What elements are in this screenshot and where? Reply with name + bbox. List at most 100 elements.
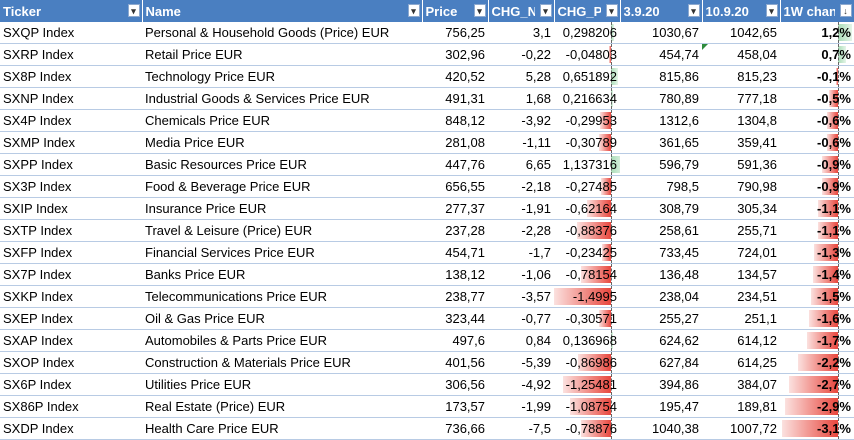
cell-chg-n[interactable]: -3,92 — [488, 109, 554, 132]
header-date-1[interactable]: 3.9.20 ▾ — [620, 0, 703, 22]
cell-chg-p[interactable]: 0,216634 — [554, 87, 620, 110]
cell-ticker[interactable]: SXOP Index — [0, 351, 142, 374]
cell-chg-n[interactable]: -1,06 — [488, 263, 554, 286]
cell-chg-p[interactable]: -0,30789 — [554, 131, 620, 154]
cell-name[interactable]: Utilities Price EUR — [142, 373, 422, 396]
cell-chg-p[interactable]: 0,298206 — [554, 22, 620, 44]
cell-ticker[interactable]: SX6P Index — [0, 373, 142, 396]
cell-1w-change[interactable]: -0,5% — [780, 87, 854, 110]
cell-date-1[interactable]: 454,74 — [620, 43, 702, 66]
cell-date-1[interactable]: 195,47 — [620, 395, 702, 418]
header-ticker[interactable]: Ticker ▾ — [0, 0, 143, 22]
sort-descending-icon[interactable]: ↓ — [839, 4, 852, 17]
cell-price[interactable]: 323,44 — [422, 307, 488, 330]
cell-price[interactable]: 401,56 — [422, 351, 488, 374]
cell-1w-change[interactable]: -3,1% — [780, 417, 854, 440]
cell-date-1[interactable]: 780,89 — [620, 87, 702, 110]
header-chg-n[interactable]: CHG_N ▾ — [488, 0, 555, 22]
cell-date-2[interactable]: 305,34 — [702, 197, 780, 220]
cell-chg-n[interactable]: -2,28 — [488, 219, 554, 242]
cell-date-2[interactable]: 234,51 — [702, 285, 780, 308]
cell-chg-n[interactable]: -4,92 — [488, 373, 554, 396]
cell-chg-n[interactable]: -1,91 — [488, 197, 554, 220]
header-1w-change[interactable]: 1W chan ↓ — [780, 0, 854, 22]
cell-chg-p[interactable]: -0,29953 — [554, 109, 620, 132]
cell-date-2[interactable]: 458,04 — [702, 43, 780, 66]
cell-chg-n[interactable]: 6,65 — [488, 153, 554, 176]
cell-chg-p[interactable]: -1,25481 — [554, 373, 620, 396]
cell-chg-n[interactable]: -0,77 — [488, 307, 554, 330]
cell-ticker[interactable]: SXMP Index — [0, 131, 142, 154]
cell-1w-change[interactable]: -0,1% — [780, 65, 854, 88]
cell-name[interactable]: Real Estate (Price) EUR — [142, 395, 422, 418]
cell-chg-p[interactable]: 0,651892 — [554, 65, 620, 88]
cell-name[interactable]: Basic Resources Price EUR — [142, 153, 422, 176]
cell-date-2[interactable]: 614,12 — [702, 329, 780, 352]
cell-chg-p[interactable]: -0,30571 — [554, 307, 620, 330]
cell-date-1[interactable]: 1030,67 — [620, 22, 702, 44]
cell-1w-change[interactable]: -2,7% — [780, 373, 854, 396]
cell-price[interactable]: 420,52 — [422, 65, 488, 88]
cell-chg-n[interactable]: 1,68 — [488, 87, 554, 110]
cell-name[interactable]: Telecommunications Price EUR — [142, 285, 422, 308]
cell-price[interactable]: 302,96 — [422, 43, 488, 66]
cell-1w-change[interactable]: 1,2% — [780, 22, 854, 44]
cell-date-1[interactable]: 1040,38 — [620, 417, 702, 440]
header-name[interactable]: Name ▾ — [142, 0, 423, 22]
cell-date-2[interactable]: 1007,72 — [702, 417, 780, 440]
cell-date-1[interactable]: 361,65 — [620, 131, 702, 154]
cell-chg-n[interactable]: 0,84 — [488, 329, 554, 352]
cell-date-2[interactable]: 1042,65 — [702, 22, 780, 44]
cell-price[interactable]: 306,56 — [422, 373, 488, 396]
header-price[interactable]: Price ▾ — [422, 0, 489, 22]
cell-name[interactable]: Oil & Gas Price EUR — [142, 307, 422, 330]
cell-ticker[interactable]: SXQP Index — [0, 22, 142, 44]
cell-ticker[interactable]: SX86P Index — [0, 395, 142, 418]
cell-ticker[interactable]: SXTP Index — [0, 219, 142, 242]
cell-chg-n[interactable]: -0,22 — [488, 43, 554, 66]
cell-1w-change[interactable]: -0,9% — [780, 175, 854, 198]
cell-name[interactable]: Media Price EUR — [142, 131, 422, 154]
cell-date-2[interactable]: 359,41 — [702, 131, 780, 154]
cell-chg-n[interactable]: -3,57 — [488, 285, 554, 308]
cell-chg-n[interactable]: -1,11 — [488, 131, 554, 154]
cell-chg-n[interactable]: -7,5 — [488, 417, 554, 440]
header-chg-p[interactable]: CHG_P ▾ — [554, 0, 621, 22]
cell-name[interactable]: Retail Price EUR — [142, 43, 422, 66]
cell-date-2[interactable]: 790,98 — [702, 175, 780, 198]
cell-price[interactable]: 281,08 — [422, 131, 488, 154]
cell-chg-n[interactable]: 3,1 — [488, 22, 554, 44]
cell-date-2[interactable]: 815,23 — [702, 65, 780, 88]
cell-price[interactable]: 138,12 — [422, 263, 488, 286]
cell-name[interactable]: Construction & Materials Price EUR — [142, 351, 422, 374]
cell-chg-p[interactable]: 1,137316 — [554, 153, 620, 176]
cell-1w-change[interactable]: 0,7% — [780, 43, 854, 66]
cell-1w-change[interactable]: -1,3% — [780, 241, 854, 264]
cell-price[interactable]: 848,12 — [422, 109, 488, 132]
cell-date-2[interactable]: 189,81 — [702, 395, 780, 418]
cell-date-1[interactable]: 238,04 — [620, 285, 702, 308]
cell-chg-p[interactable]: -0,27485 — [554, 175, 620, 198]
cell-1w-change[interactable]: -1,1% — [780, 197, 854, 220]
cell-price[interactable]: 656,55 — [422, 175, 488, 198]
cell-1w-change[interactable]: -1,4% — [780, 263, 854, 286]
cell-date-1[interactable]: 596,79 — [620, 153, 702, 176]
cell-chg-p[interactable]: -0,04803 — [554, 43, 620, 66]
cell-price[interactable]: 238,77 — [422, 285, 488, 308]
cell-name[interactable]: Automobiles & Parts Price EUR — [142, 329, 422, 352]
filter-dropdown-icon[interactable]: ▾ — [687, 4, 700, 17]
cell-date-2[interactable]: 1304,8 — [702, 109, 780, 132]
cell-name[interactable]: Travel & Leisure (Price) EUR — [142, 219, 422, 242]
filter-dropdown-icon[interactable]: ▾ — [407, 4, 420, 17]
cell-date-1[interactable]: 798,5 — [620, 175, 702, 198]
cell-date-2[interactable]: 724,01 — [702, 241, 780, 264]
cell-price[interactable]: 454,71 — [422, 241, 488, 264]
cell-chg-p[interactable]: -0,86986 — [554, 351, 620, 374]
cell-chg-p[interactable]: -0,62164 — [554, 197, 620, 220]
cell-chg-p[interactable]: -0,78876 — [554, 417, 620, 440]
cell-ticker[interactable]: SXDP Index — [0, 417, 142, 440]
cell-ticker[interactable]: SXAP Index — [0, 329, 142, 352]
cell-1w-change[interactable]: -1,5% — [780, 285, 854, 308]
cell-date-1[interactable]: 136,48 — [620, 263, 702, 286]
cell-date-2[interactable]: 255,71 — [702, 219, 780, 242]
